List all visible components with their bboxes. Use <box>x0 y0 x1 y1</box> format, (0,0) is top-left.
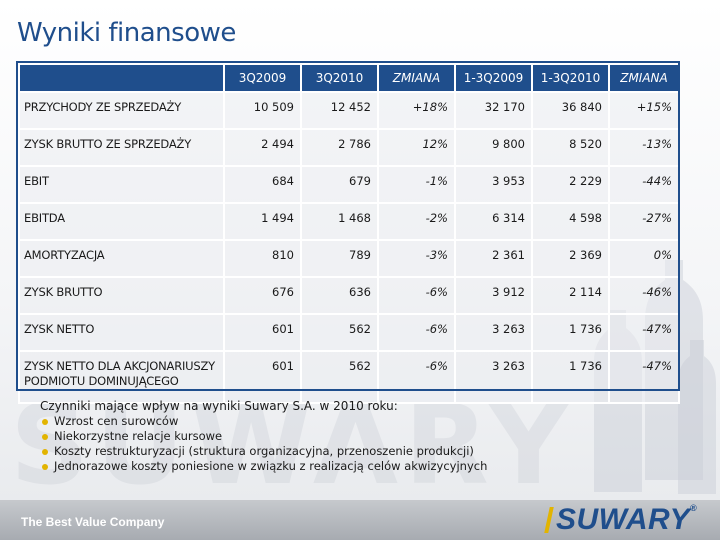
cell-change-ytd: +15% <box>608 91 680 130</box>
row-label: ZYSK NETTO <box>18 313 225 352</box>
cell-1-3q2009: 3 263 <box>454 350 533 404</box>
cell-change-q: -6% <box>377 350 456 404</box>
cell-3q2010: 636 <box>300 276 379 315</box>
table-row: PRZYCHODY ZE SPRZEDAŻY 10 509 12 452 +18% 32… <box>18 91 680 130</box>
cell-1-3q2009: 3 953 <box>454 165 533 204</box>
cell-3q2009: 601 <box>223 313 302 352</box>
cell-change-ytd: 0% <box>608 239 680 278</box>
table-row: AMORTYZACJA 810 789 -3% 2 361 2 369 0% <box>18 239 680 278</box>
cell-3q2009: 676 <box>223 276 302 315</box>
brand-logo: SUWARY® <box>556 503 698 536</box>
brand-watermark: SUWARY <box>10 385 575 505</box>
factors-heading: Czynniki mające wpływ na wyniki Suwary S… <box>40 399 398 413</box>
cell-change-ytd: -13% <box>608 128 680 167</box>
column-header-3q2010: 3Q2010 <box>300 63 379 93</box>
cell-1-3q2010: 2 369 <box>531 239 610 278</box>
column-header-3q2009: 3Q2009 <box>223 63 302 93</box>
table-row: EBIT 684 679 -1% 3 953 2 229 -44% <box>18 165 680 204</box>
cell-1-3q2010: 8 520 <box>531 128 610 167</box>
cell-1-3q2010: 1 736 <box>531 350 610 404</box>
cell-change-ytd: -47% <box>608 313 680 352</box>
cell-change-q: +18% <box>377 91 456 130</box>
cell-3q2009: 2 494 <box>223 128 302 167</box>
cell-1-3q2010: 36 840 <box>531 91 610 130</box>
cell-3q2009: 810 <box>223 239 302 278</box>
cell-1-3q2009: 32 170 <box>454 91 533 130</box>
cell-change-ytd: -47% <box>608 350 680 404</box>
factors-list: Wzrost cen surowców Niekorzystne relacje… <box>40 414 500 474</box>
table-row: ZYSK NETTO 601 562 -6% 3 263 1 736 -47% <box>18 313 680 352</box>
table-row: EBITDA 1 494 1 468 -2% 6 314 4 598 -27% <box>18 202 680 241</box>
bullet-icon <box>42 419 48 425</box>
column-header-1-3q2010: 1-3Q2010 <box>531 63 610 93</box>
cell-change-q: -2% <box>377 202 456 241</box>
financial-results-table: 3Q2009 3Q2010 ZMIANA 1-3Q2009 1-3Q2010 Z… <box>18 63 680 404</box>
page-title: Wyniki finansowe <box>17 18 236 48</box>
row-label: ZYSK BRUTTO ZE SPRZEDAŻY <box>18 128 225 167</box>
column-header-change-q: ZMIANA <box>377 63 456 93</box>
bullet-icon <box>42 434 48 440</box>
cell-3q2010: 789 <box>300 239 379 278</box>
cell-3q2009: 1 494 <box>223 202 302 241</box>
row-label: ZYSK NETTO DLA AKCJONARIUSZY PODMIOTU DO… <box>18 350 225 404</box>
row-label: EBITDA <box>18 202 225 241</box>
column-header-label <box>18 63 225 93</box>
cell-change-q: -6% <box>377 313 456 352</box>
cell-1-3q2009: 9 800 <box>454 128 533 167</box>
table-row: ZYSK NETTO DLA AKCJONARIUSZY PODMIOTU DO… <box>18 350 680 404</box>
column-header-1-3q2009: 1-3Q2009 <box>454 63 533 93</box>
cell-3q2010: 562 <box>300 350 379 404</box>
cell-1-3q2009: 6 314 <box>454 202 533 241</box>
row-label: AMORTYZACJA <box>18 239 225 278</box>
row-label: EBIT <box>18 165 225 204</box>
table-header-row: 3Q2009 3Q2010 ZMIANA 1-3Q2009 1-3Q2010 Z… <box>18 63 680 93</box>
cell-3q2009: 10 509 <box>223 91 302 130</box>
cell-change-q: -3% <box>377 239 456 278</box>
cell-change-ytd: -27% <box>608 202 680 241</box>
cell-1-3q2010: 2 114 <box>531 276 610 315</box>
table-row: ZYSK BRUTTO ZE SPRZEDAŻY 2 494 2 786 12% 9 8… <box>18 128 680 167</box>
cell-change-ytd: -44% <box>608 165 680 204</box>
cell-1-3q2010: 1 736 <box>531 313 610 352</box>
factors-section: Czynniki mające wpływ na wyniki Suwary S… <box>40 399 500 474</box>
cell-change-ytd: -46% <box>608 276 680 315</box>
list-item: Jednorazowe koszty poniesione w związku … <box>40 459 500 474</box>
cell-3q2010: 1 468 <box>300 202 379 241</box>
cell-3q2010: 679 <box>300 165 379 204</box>
cell-1-3q2009: 2 361 <box>454 239 533 278</box>
cell-3q2009: 601 <box>223 350 302 404</box>
cell-1-3q2009: 3 912 <box>454 276 533 315</box>
list-item: Niekorzystne relacje kursowe <box>40 429 500 444</box>
cell-change-q: -6% <box>377 276 456 315</box>
cell-1-3q2010: 2 229 <box>531 165 610 204</box>
footer-bar <box>0 500 720 540</box>
cell-change-q: -1% <box>377 165 456 204</box>
cell-3q2010: 562 <box>300 313 379 352</box>
cell-3q2010: 12 452 <box>300 91 379 130</box>
footer-tagline: The Best Value Company <box>21 515 165 529</box>
column-header-change-ytd: ZMIANA <box>608 63 680 93</box>
cell-3q2010: 2 786 <box>300 128 379 167</box>
cell-1-3q2010: 4 598 <box>531 202 610 241</box>
row-label: ZYSK BRUTTO <box>18 276 225 315</box>
row-label: PRZYCHODY ZE SPRZEDAŻY <box>18 91 225 130</box>
cell-1-3q2009: 3 263 <box>454 313 533 352</box>
bullet-icon <box>42 464 48 470</box>
list-item: Wzrost cen surowców <box>40 414 500 429</box>
cell-change-q: 12% <box>377 128 456 167</box>
list-item: Koszty restrukturyzacji (struktura organ… <box>40 444 500 459</box>
table-row: ZYSK BRUTTO 676 636 -6% 3 912 2 114 -46% <box>18 276 680 315</box>
cell-3q2009: 684 <box>223 165 302 204</box>
bullet-icon <box>42 449 48 455</box>
